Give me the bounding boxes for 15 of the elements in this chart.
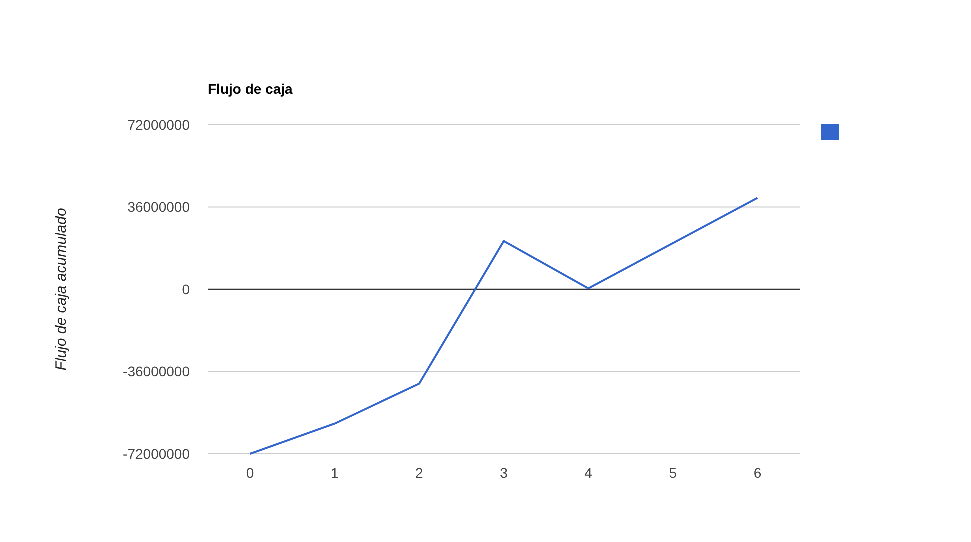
y-tick-label: -36000000 — [123, 364, 190, 380]
x-tick-label: 1 — [330, 465, 339, 481]
x-tick-label: 3 — [500, 465, 508, 481]
y-tick-label: -72000000 — [123, 446, 190, 462]
y-tick-label: 0 — [182, 281, 190, 298]
y-tick-label: 36000000 — [128, 199, 190, 216]
line-series — [249, 197, 759, 455]
y-axis-title: Flujo de caja acumulado — [53, 208, 70, 371]
x-tick-label: 0 — [246, 465, 254, 481]
x-tick-label: 4 — [584, 465, 593, 481]
y-tick-label: 72000000 — [128, 116, 190, 133]
x-tick-label: 6 — [754, 465, 762, 481]
chart-title: Flujo de caja — [208, 81, 294, 97]
x-tick-label: 5 — [669, 465, 678, 481]
x-tick-label: 2 — [416, 465, 424, 481]
